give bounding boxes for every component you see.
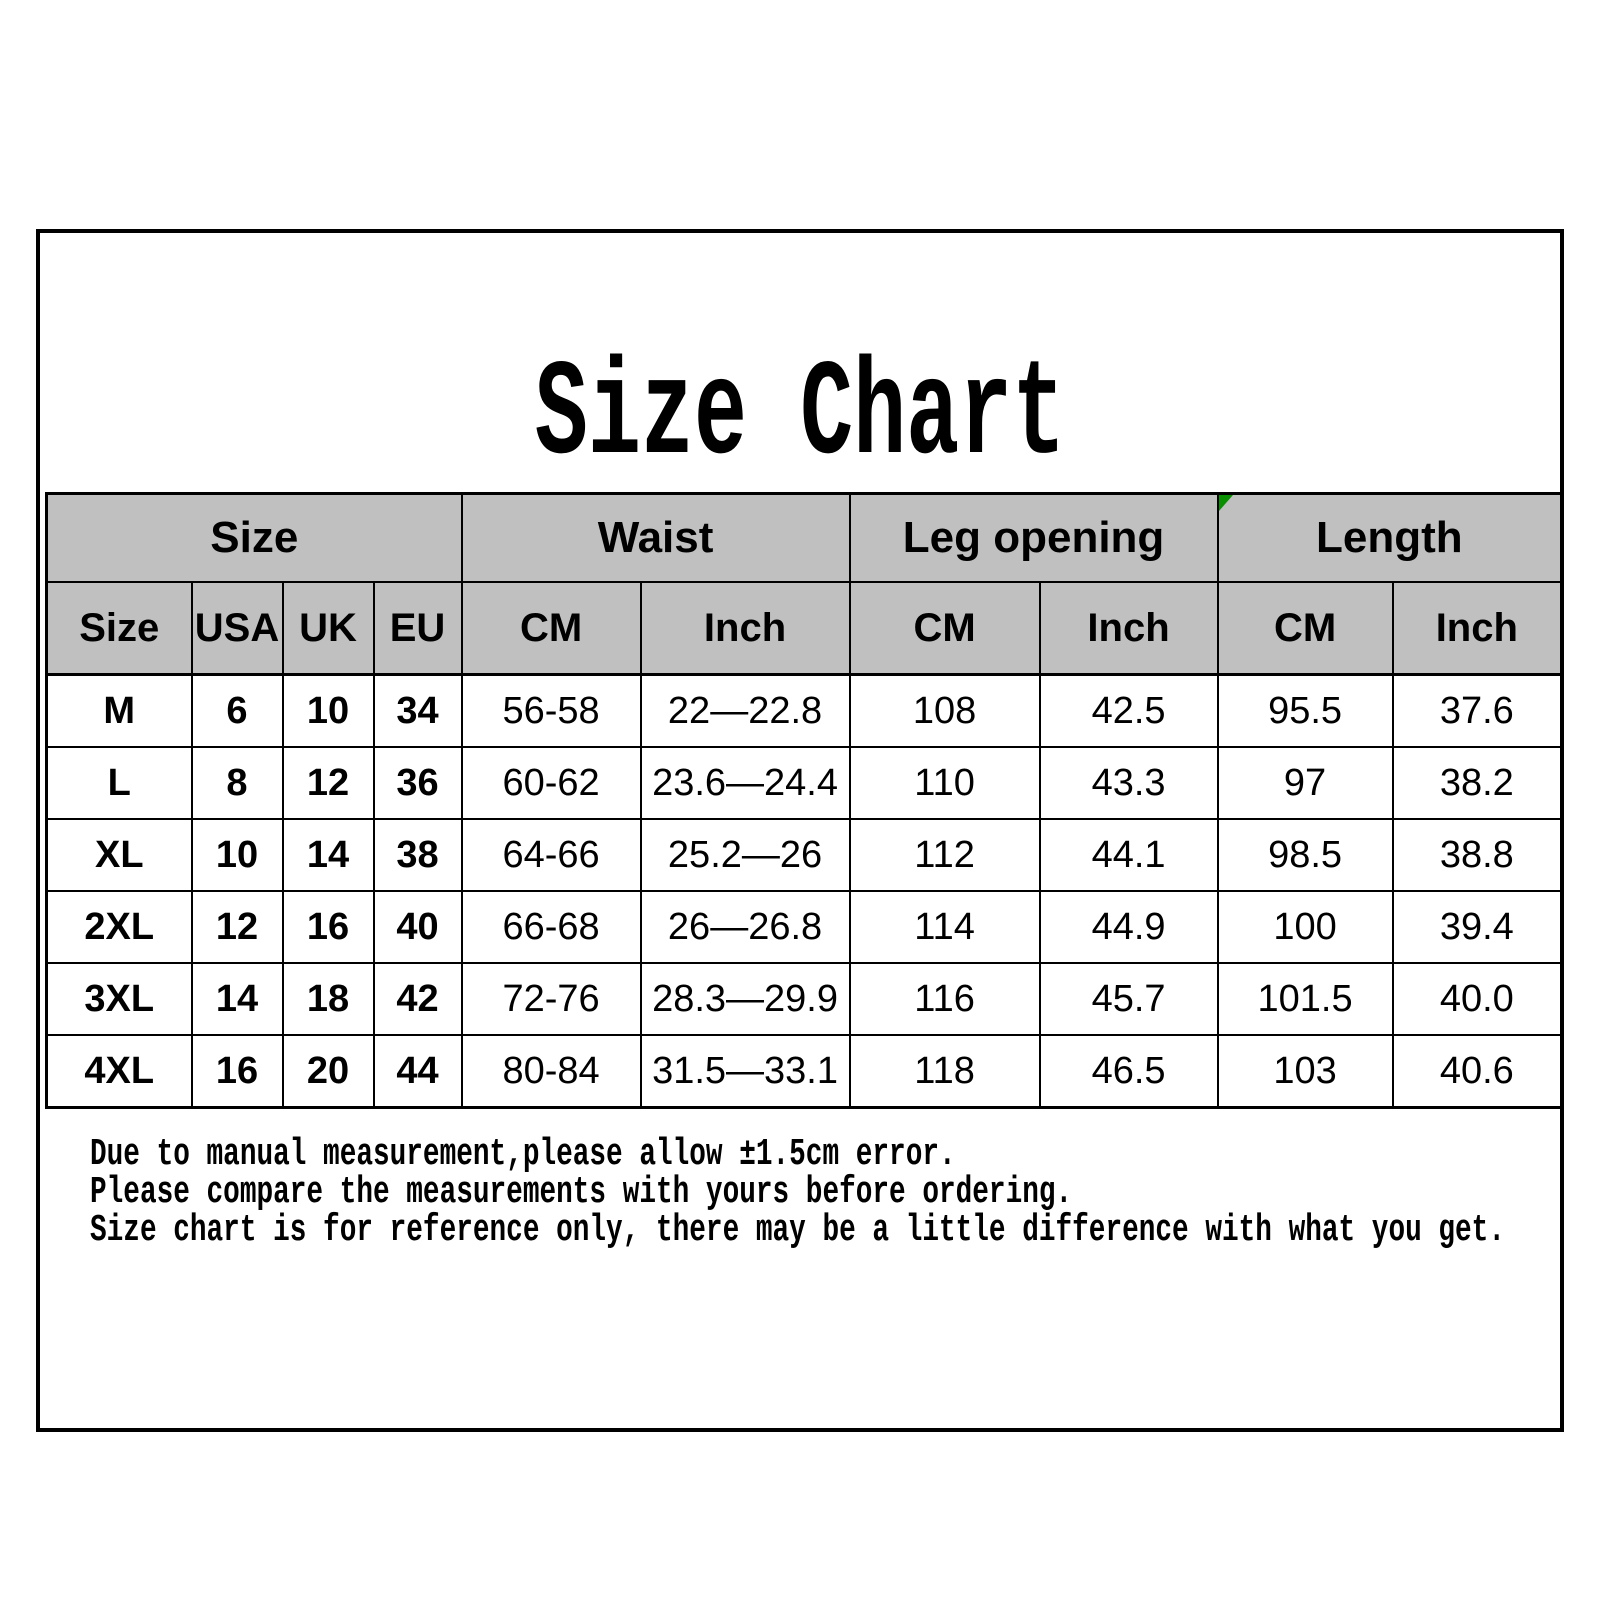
table-cell: 40 xyxy=(372,890,463,964)
table-cell: 34 xyxy=(372,673,463,748)
sub-header-row: Size USA UK EU CM Inch CM Inch CM Inch xyxy=(45,581,1563,676)
note-text-2: Please compare the measurements with you… xyxy=(90,1171,1073,1214)
note-text-3: Size chart is for reference only, there … xyxy=(90,1209,1505,1252)
notes: Due to manual measurement,please allow ±… xyxy=(90,1136,1601,1250)
table-cell: 16 xyxy=(281,890,375,964)
sub-header-length-cm: CM xyxy=(1216,581,1394,676)
table-cell: 44.9 xyxy=(1038,890,1219,964)
sub-header-leg-cm: CM xyxy=(848,581,1041,676)
table-cell: 28.3—29.9 xyxy=(639,962,851,1036)
sub-header-length-inch: Inch xyxy=(1391,581,1563,676)
table-cell: 14 xyxy=(281,818,375,892)
size-chart-frame: Size Chart Size Waist Leg opening xyxy=(36,229,1564,1432)
table-cell: 95.5 xyxy=(1216,673,1394,748)
table-cell: 72-76 xyxy=(460,962,642,1036)
table-cell: 97 xyxy=(1216,746,1394,820)
table-cell: 108 xyxy=(848,673,1041,748)
table-row: 4XL 16 20 44 80-84 31.5—33.1 118 46.5 103 40.6 xyxy=(45,1034,1563,1109)
table-row: L 8 12 36 60-62 23.6—24.4 110 43.3 97 38.2 xyxy=(45,746,1563,820)
table-cell: 39.4 xyxy=(1391,890,1563,964)
sub-header-uk: UK xyxy=(281,581,375,676)
table-row: 3XL 14 18 42 72-76 28.3—29.9 116 45.7 101.5 40.0 xyxy=(45,962,1563,1036)
note-line: Size chart is for reference only, there … xyxy=(90,1212,1601,1250)
size-table: Size Waist Leg opening Length Size USA U… xyxy=(45,492,1564,1109)
table-cell: 44 xyxy=(372,1034,463,1109)
table-cell: 45.7 xyxy=(1038,962,1219,1036)
group-header-waist: Waist xyxy=(460,492,851,583)
table-cell: 98.5 xyxy=(1216,818,1394,892)
table-cell: 25.2—26 xyxy=(639,818,851,892)
note-text-1: Due to manual measurement,please allow ±… xyxy=(90,1133,956,1176)
table-cell: 22—22.8 xyxy=(639,673,851,748)
table-cell: 100 xyxy=(1216,890,1394,964)
table-cell: 56-58 xyxy=(460,673,642,748)
table-cell: 46.5 xyxy=(1038,1034,1219,1109)
table-cell: 20 xyxy=(281,1034,375,1109)
table-cell: 112 xyxy=(848,818,1041,892)
table-cell: 44.1 xyxy=(1038,818,1219,892)
note-line: Due to manual measurement,please allow ±… xyxy=(90,1136,1601,1174)
table-cell: 8 xyxy=(190,746,284,820)
table-cell: 103 xyxy=(1216,1034,1394,1109)
table-cell: 26—26.8 xyxy=(639,890,851,964)
table-cell: 43.3 xyxy=(1038,746,1219,820)
table-cell: 31.5—33.1 xyxy=(639,1034,851,1109)
table-cell: 18 xyxy=(281,962,375,1036)
table-cell: 118 xyxy=(848,1034,1041,1109)
group-header-leg-opening: Leg opening xyxy=(848,492,1219,583)
table-cell: 40.0 xyxy=(1391,962,1563,1036)
group-header-length: Length xyxy=(1216,492,1563,583)
table-cell: 80-84 xyxy=(460,1034,642,1109)
sub-header-waist-cm: CM xyxy=(460,581,642,676)
green-corner-marker xyxy=(1219,495,1233,511)
table-cell: 42.5 xyxy=(1038,673,1219,748)
table-cell: 36 xyxy=(372,746,463,820)
sub-header-usa: USA xyxy=(190,581,284,676)
sub-header-waist-inch: Inch xyxy=(639,581,851,676)
group-header-size: Size xyxy=(45,492,463,583)
table-cell: 14 xyxy=(190,962,284,1036)
table-row: 2XL 12 16 40 66-68 26—26.8 114 44.9 100 39.4 xyxy=(45,890,1563,964)
table-cell: 37.6 xyxy=(1391,673,1563,748)
table-cell: M xyxy=(45,673,193,748)
group-header-length-label: Length xyxy=(1315,513,1463,562)
table-cell: XL xyxy=(45,818,193,892)
table-cell: 16 xyxy=(190,1034,284,1109)
sub-header-eu: EU xyxy=(372,581,463,676)
note-line: Please compare the measurements with you… xyxy=(90,1174,1601,1212)
table-cell: 12 xyxy=(190,890,284,964)
table-cell: 66-68 xyxy=(460,890,642,964)
table-cell: 12 xyxy=(281,746,375,820)
sub-header-size: Size xyxy=(45,581,193,676)
table-cell: 42 xyxy=(372,962,463,1036)
table-cell: 101.5 xyxy=(1216,962,1394,1036)
table-cell: 2XL xyxy=(45,890,193,964)
table-cell: 110 xyxy=(848,746,1041,820)
size-table-body: M 6 10 34 56-58 22—22.8 108 42.5 95.5 37.6 L 8 12 36 6… xyxy=(45,673,1563,1109)
page-title-text: Size Chart xyxy=(534,339,1066,493)
table-cell: 4XL xyxy=(45,1034,193,1109)
sub-header-leg-inch: Inch xyxy=(1038,581,1219,676)
table-cell: 38 xyxy=(372,818,463,892)
table-row: M 6 10 34 56-58 22—22.8 108 42.5 95.5 37.6 xyxy=(45,673,1563,748)
group-header-row: Size Waist Leg opening Length xyxy=(45,492,1563,583)
page-title: Size Chart xyxy=(40,345,1560,488)
table-cell: 38.8 xyxy=(1391,818,1563,892)
table-cell: 6 xyxy=(190,673,284,748)
table-cell: L xyxy=(45,746,193,820)
table-cell: 23.6—24.4 xyxy=(639,746,851,820)
table-cell: 60-62 xyxy=(460,746,642,820)
table-cell: 116 xyxy=(848,962,1041,1036)
table-cell: 114 xyxy=(848,890,1041,964)
table-cell: 38.2 xyxy=(1391,746,1563,820)
table-cell: 10 xyxy=(190,818,284,892)
table-row: XL 10 14 38 64-66 25.2—26 112 44.1 98.5 38.8 xyxy=(45,818,1563,892)
table-cell: 10 xyxy=(281,673,375,748)
table-cell: 40.6 xyxy=(1391,1034,1563,1109)
table-cell: 64-66 xyxy=(460,818,642,892)
table-cell: 3XL xyxy=(45,962,193,1036)
